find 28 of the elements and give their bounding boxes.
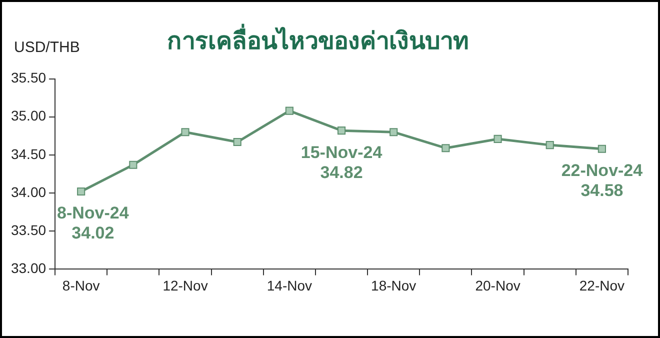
y-axis-title: USD/THB (14, 39, 80, 56)
point (390, 128, 398, 136)
point (598, 144, 606, 153)
annotation: 15-Nov-24 34.82 (300, 142, 383, 182)
annotation: 8-Nov-24 34.02 (57, 204, 130, 243)
x-tick-label: 8-Nov (62, 277, 100, 294)
chart-title: การเคลื่อนไหวของค่าเงินบาท (167, 23, 469, 56)
point (285, 106, 294, 115)
x-tick-label: 12-Nov (162, 277, 208, 294)
point (546, 141, 554, 150)
point (181, 128, 190, 136)
point (129, 160, 138, 169)
annotation: 22-Nov-24 34.58 (561, 161, 644, 200)
x-tick-label: 22-Nov (579, 277, 625, 294)
x-tick-label: 18-Nov (371, 277, 416, 294)
point (494, 134, 502, 143)
point (233, 138, 242, 146)
point (337, 126, 346, 135)
x-tick-label: 14-Nov (266, 277, 312, 294)
x-tick-label: 20-Nov (475, 277, 520, 294)
y-tick-label: 33.00 (10, 260, 46, 276)
y-tick-label: 34.50 (10, 146, 46, 162)
y-tick-label: 33.50 (10, 222, 46, 238)
y-tick-label: 34.00 (10, 184, 46, 200)
y-tick-label: 35.50 (10, 70, 46, 86)
y-tick-label: 35.00 (10, 108, 46, 124)
point (442, 144, 450, 152)
point (77, 187, 86, 196)
